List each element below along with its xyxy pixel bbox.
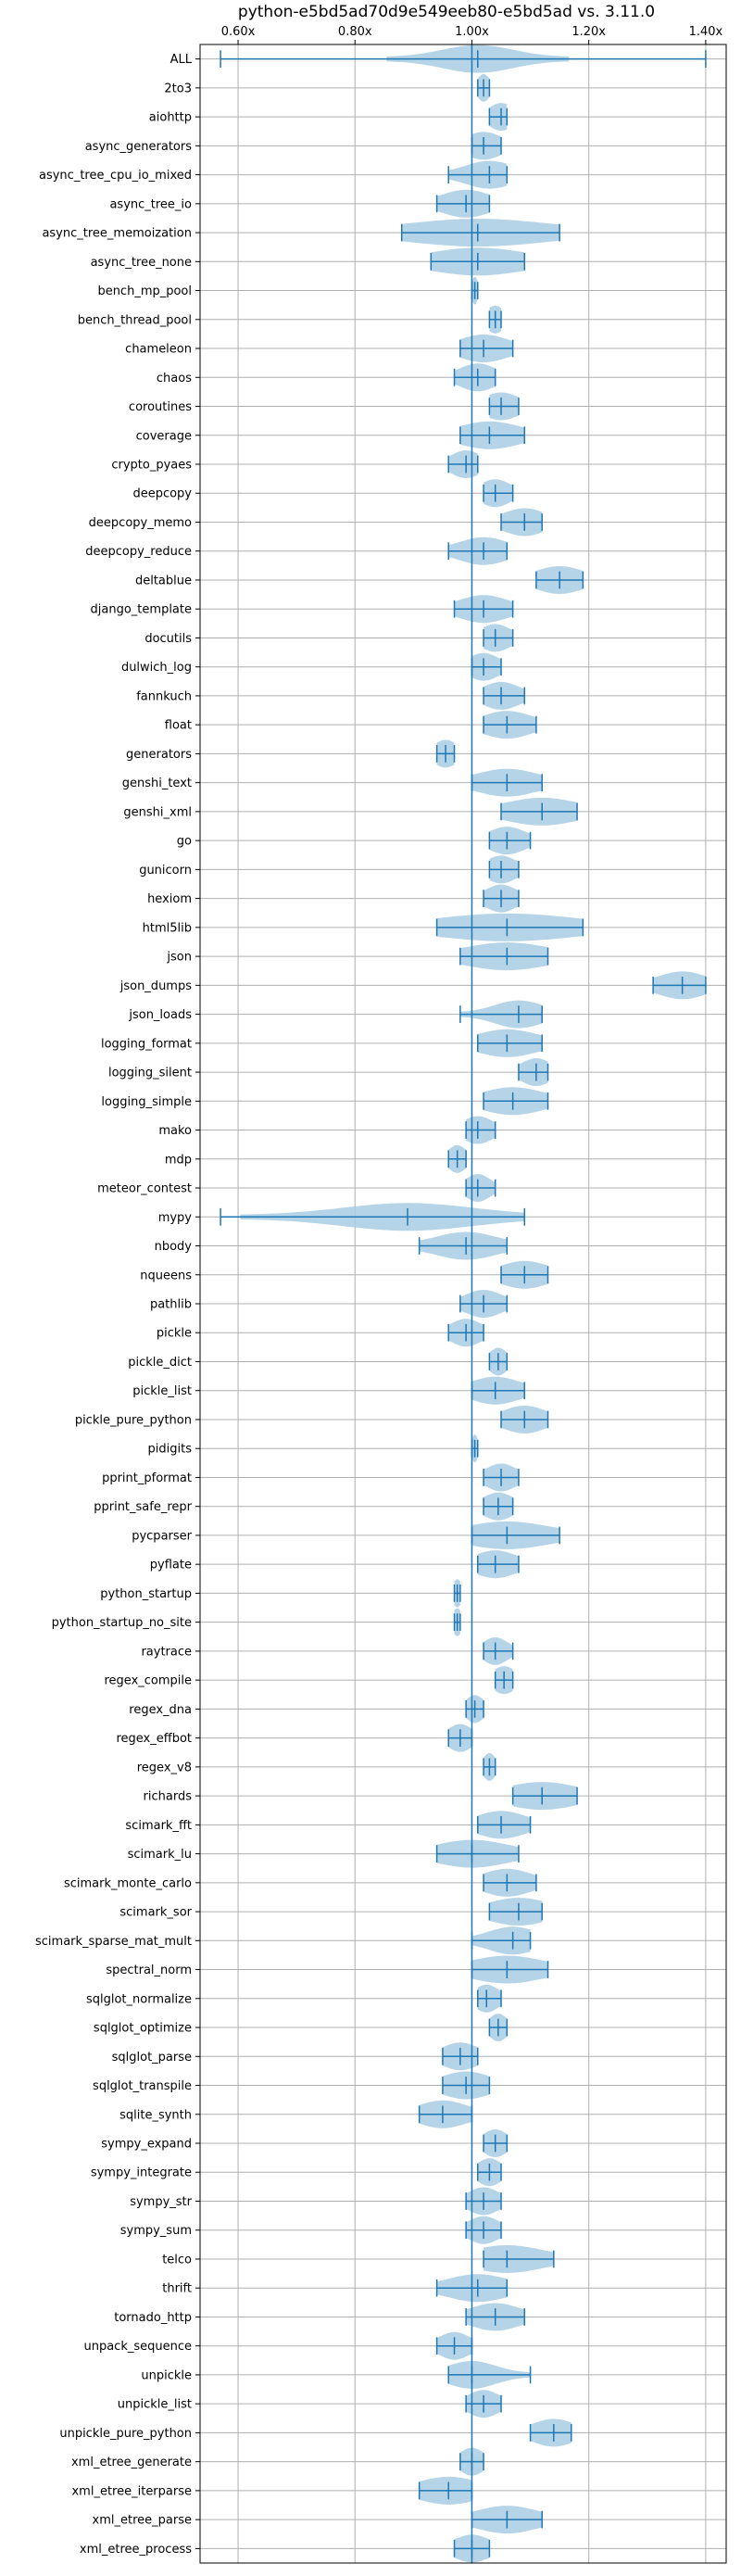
category-label: pickle	[157, 1327, 192, 1341]
category-label: coverage	[136, 429, 192, 443]
category-label: deepcopy_memo	[89, 516, 192, 530]
category-label: scimark_sparse_mat_mult	[35, 1935, 192, 1949]
category-label: pprint_safe_repr	[94, 1500, 192, 1514]
category-label: async_tree_io	[109, 197, 192, 211]
category-label: pickle_pure_python	[75, 1413, 192, 1427]
category-label: deepcopy_reduce	[85, 545, 192, 559]
category-label: scimark_sor	[119, 1906, 192, 1920]
plot-frame	[199, 44, 727, 2564]
category-label: nqueens	[140, 1269, 192, 1282]
category-label: xml_etree_iterparse	[71, 2484, 192, 2498]
category-label: regex_dna	[129, 1703, 192, 1717]
category-label: chameleon	[125, 343, 192, 357]
category-label: coroutines	[129, 400, 192, 414]
category-label: regex_v8	[137, 1761, 192, 1774]
category-label: pprint_pformat	[102, 1471, 192, 1485]
x-tick-label: 1.20x	[571, 25, 606, 39]
category-label: scimark_monte_carlo	[64, 1876, 192, 1890]
category-label: logging_simple	[101, 1095, 192, 1109]
category-label: django_template	[91, 603, 192, 617]
category-label: sqlglot_normalize	[86, 1992, 192, 2006]
category-label: mdp	[165, 1153, 192, 1167]
category-label: scimark_fft	[125, 1819, 192, 1833]
category-label: regex_effbot	[116, 1732, 192, 1746]
category-label: thrift	[162, 2282, 192, 2296]
category-label: sqlite_synth	[119, 2108, 192, 2122]
category-label: mypy	[158, 1211, 193, 1225]
category-label: mako	[158, 1124, 192, 1138]
category-label: deepcopy	[132, 487, 192, 501]
category-label: nbody	[155, 1240, 193, 1254]
x-axis-ticks: 0.60x 0.80x 1.00x 1.20x 1.40x	[221, 25, 723, 44]
category-label: sqlglot_optimize	[94, 2022, 192, 2036]
category-label: hexiom	[147, 892, 192, 906]
category-label: json	[166, 951, 192, 965]
category-label: json_dumps	[119, 979, 192, 993]
category-label: sqlglot_transpile	[93, 2079, 192, 2093]
category-label: aiohttp	[149, 111, 192, 125]
category-label: sympy_integrate	[91, 2166, 192, 2180]
category-label: unpack_sequence	[83, 2340, 192, 2354]
category-label: tornado_http	[114, 2311, 192, 2325]
category-label: crypto_pyaes	[111, 459, 192, 473]
category-label: python_startup_no_site	[52, 1616, 192, 1630]
category-label: sqlglot_parse	[112, 2051, 192, 2065]
x-tick-label: 1.40x	[689, 25, 723, 39]
category-label: logging_silent	[108, 1067, 192, 1080]
category-label: pidigits	[148, 1443, 193, 1457]
category-label: json_loads	[128, 1008, 192, 1022]
category-label: float	[165, 719, 192, 733]
category-label: async_tree_cpu_io_mixed	[39, 169, 192, 183]
category-label: sympy_expand	[101, 2138, 192, 2152]
category-label: xml_etree_parse	[93, 2514, 192, 2528]
category-label: deltablue	[135, 574, 192, 587]
category-label: async_tree_memoization	[42, 227, 192, 241]
violins	[220, 44, 707, 2563]
category-label: sympy_str	[130, 2195, 192, 2209]
category-label: regex_compile	[104, 1674, 192, 1688]
category-label: pickle_list	[132, 1384, 192, 1398]
category-label: telco	[162, 2253, 192, 2267]
category-label: pickle_dict	[128, 1356, 192, 1370]
category-label: scimark_lu	[128, 1848, 192, 1862]
category-label: bench_thread_pool	[78, 313, 192, 327]
category-label: docutils	[144, 632, 192, 646]
category-label: generators	[126, 748, 192, 762]
category-label: logging_format	[101, 1037, 192, 1051]
category-label: go	[177, 835, 192, 849]
category-label: python_startup	[100, 1587, 192, 1601]
category-label: chaos	[157, 372, 192, 385]
category-label: 2to3	[164, 82, 192, 95]
category-label: html5lib	[143, 921, 192, 935]
category-label: fannkuch	[136, 689, 192, 703]
category-label: sympy_sum	[120, 2224, 192, 2238]
category-label: async_generators	[85, 140, 193, 154]
category-label: unpickle	[141, 2368, 192, 2382]
category-label: pathlib	[150, 1298, 192, 1312]
category-label: unpickle_pure_python	[59, 2427, 192, 2441]
x-tick-label: 1.00x	[455, 25, 489, 39]
category-label: pycparser	[132, 1529, 192, 1543]
category-label: richards	[144, 1790, 193, 1804]
category-label: pyflate	[150, 1559, 192, 1572]
category-label: async_tree_none	[91, 256, 192, 270]
category-label: ALL	[170, 53, 193, 67]
x-tick-label: 0.80x	[338, 25, 372, 39]
category-label: bench_mp_pool	[97, 284, 192, 298]
category-label: dulwich_log	[121, 661, 192, 675]
category-label: genshi_xml	[123, 805, 192, 819]
category-label: meteor_contest	[97, 1182, 192, 1196]
category-label: spectral_norm	[106, 1964, 192, 1977]
x-tick-label: 0.60x	[221, 25, 256, 39]
category-label: unpickle_list	[118, 2398, 192, 2412]
category-labels: ALL 2to3 aiohttp async_generators async_tree…	[35, 53, 200, 2557]
category-label: gunicorn	[139, 864, 192, 878]
category-label: xml_etree_process	[80, 2543, 192, 2557]
chart-title: python-e5bd5ad70d9e549eeb80-e5bd5ad vs. …	[238, 3, 655, 21]
category-label: raytrace	[141, 1645, 192, 1659]
category-label: genshi_text	[122, 777, 192, 790]
category-label: xml_etree_generate	[71, 2456, 192, 2469]
